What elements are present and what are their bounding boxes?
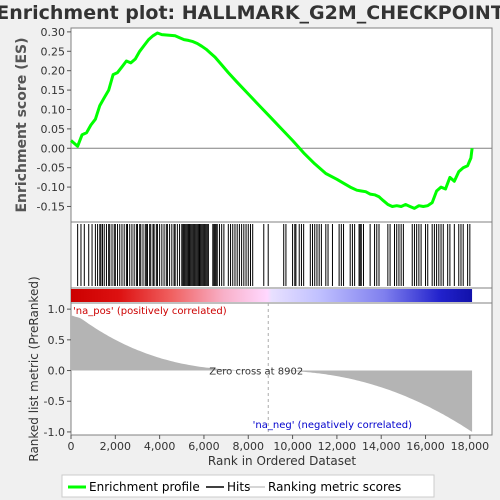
metric-panel: 1.0 0.5 0.0 -0.5 -1.0 Zero cross at 8902 'na… xyxy=(27,276,493,462)
chart-title: Enrichment plot: HALLMARK_G2M_CHECKPOINT xyxy=(0,2,500,24)
x-axis-title: Rank in Ordered Dataset xyxy=(208,454,356,468)
es-panel: 0.30 0.25 0.20 0.15 0.10 0.05 0.00 -0.05 -0.10 -0… xyxy=(14,26,493,223)
legend: Enrichment profile Hits Ranking metric s… xyxy=(61,474,435,498)
metric-y-axis: 1.0 0.5 0.0 -0.5 -1.0 xyxy=(44,303,71,439)
x-tick-label: 16,000 xyxy=(406,440,445,453)
metric-y-tick-label: 0.0 xyxy=(48,365,66,378)
negative-correlated-label: 'na_neg' (negatively correlated) xyxy=(253,420,412,431)
x-tick-label: 0 xyxy=(68,440,75,453)
x-tick-label: 12,000 xyxy=(318,440,357,453)
x-tick-label: 14,000 xyxy=(362,440,401,453)
legend-enrichment-label: Enrichment profile xyxy=(89,480,200,494)
es-y-tick-label: 0.10 xyxy=(41,103,66,116)
legend-metric-label: Ranking metric scores xyxy=(268,480,401,494)
es-panel-frame xyxy=(70,27,493,223)
es-y-axis: 0.30 0.25 0.20 0.15 0.10 0.05 0.00 -0.05 -0.10 -0… xyxy=(37,26,71,213)
metric-y-tick-label: 1.0 xyxy=(48,303,66,316)
x-tick-label: 8,000 xyxy=(233,440,265,453)
hit-lines xyxy=(77,224,471,286)
x-tick-label: 4,000 xyxy=(144,440,176,453)
positive-correlated-label: 'na_pos' (positively correlated) xyxy=(73,306,227,317)
metric-y-tick-label: 0.5 xyxy=(48,334,66,347)
enrichment-profile-line xyxy=(70,31,474,210)
x-tick-label: 10,000 xyxy=(273,440,312,453)
es-y-tick-label: 0.00 xyxy=(41,142,66,155)
metric-y-axis-title: Ranked list metric (PreRanked) xyxy=(27,276,41,461)
es-y-tick-label: 0.25 xyxy=(41,45,66,58)
ranking-metric-area xyxy=(71,315,473,432)
legend-hits-label: Hits xyxy=(227,480,250,494)
x-tick-label: 18,000 xyxy=(451,440,490,453)
x-ticks: 0 2,000 4,000 6,000 8,000 10,000 12,000 14,000 1… xyxy=(68,435,490,453)
x-axis: 0 2,000 4,000 6,000 8,000 10,000 12,000 14,000 1… xyxy=(68,435,490,468)
es-y-tick-label: 0.20 xyxy=(41,65,66,78)
es-y-tick-label: 0.15 xyxy=(41,84,66,97)
metric-y-tick-label: -0.5 xyxy=(44,395,65,408)
hits-panel xyxy=(70,221,493,289)
es-y-tick-label: -0.15 xyxy=(37,200,65,213)
es-y-tick-label: 0.30 xyxy=(41,26,66,39)
legend-frame xyxy=(61,474,435,498)
es-y-tick-label: -0.05 xyxy=(37,162,65,175)
es-y-tick-label: 0.05 xyxy=(41,123,66,136)
es-y-axis-title: Enrichment score (ES) xyxy=(14,37,30,212)
zero-cross-label: Zero cross at 8902 xyxy=(209,367,303,378)
es-y-tick-label: -0.10 xyxy=(37,181,65,194)
x-tick-label: 6,000 xyxy=(188,440,220,453)
colorbar-gradient xyxy=(71,289,473,302)
x-tick-label: 2,000 xyxy=(100,440,132,453)
metric-y-tick-label: -1.0 xyxy=(44,426,65,439)
rank-colorbar xyxy=(70,287,493,304)
